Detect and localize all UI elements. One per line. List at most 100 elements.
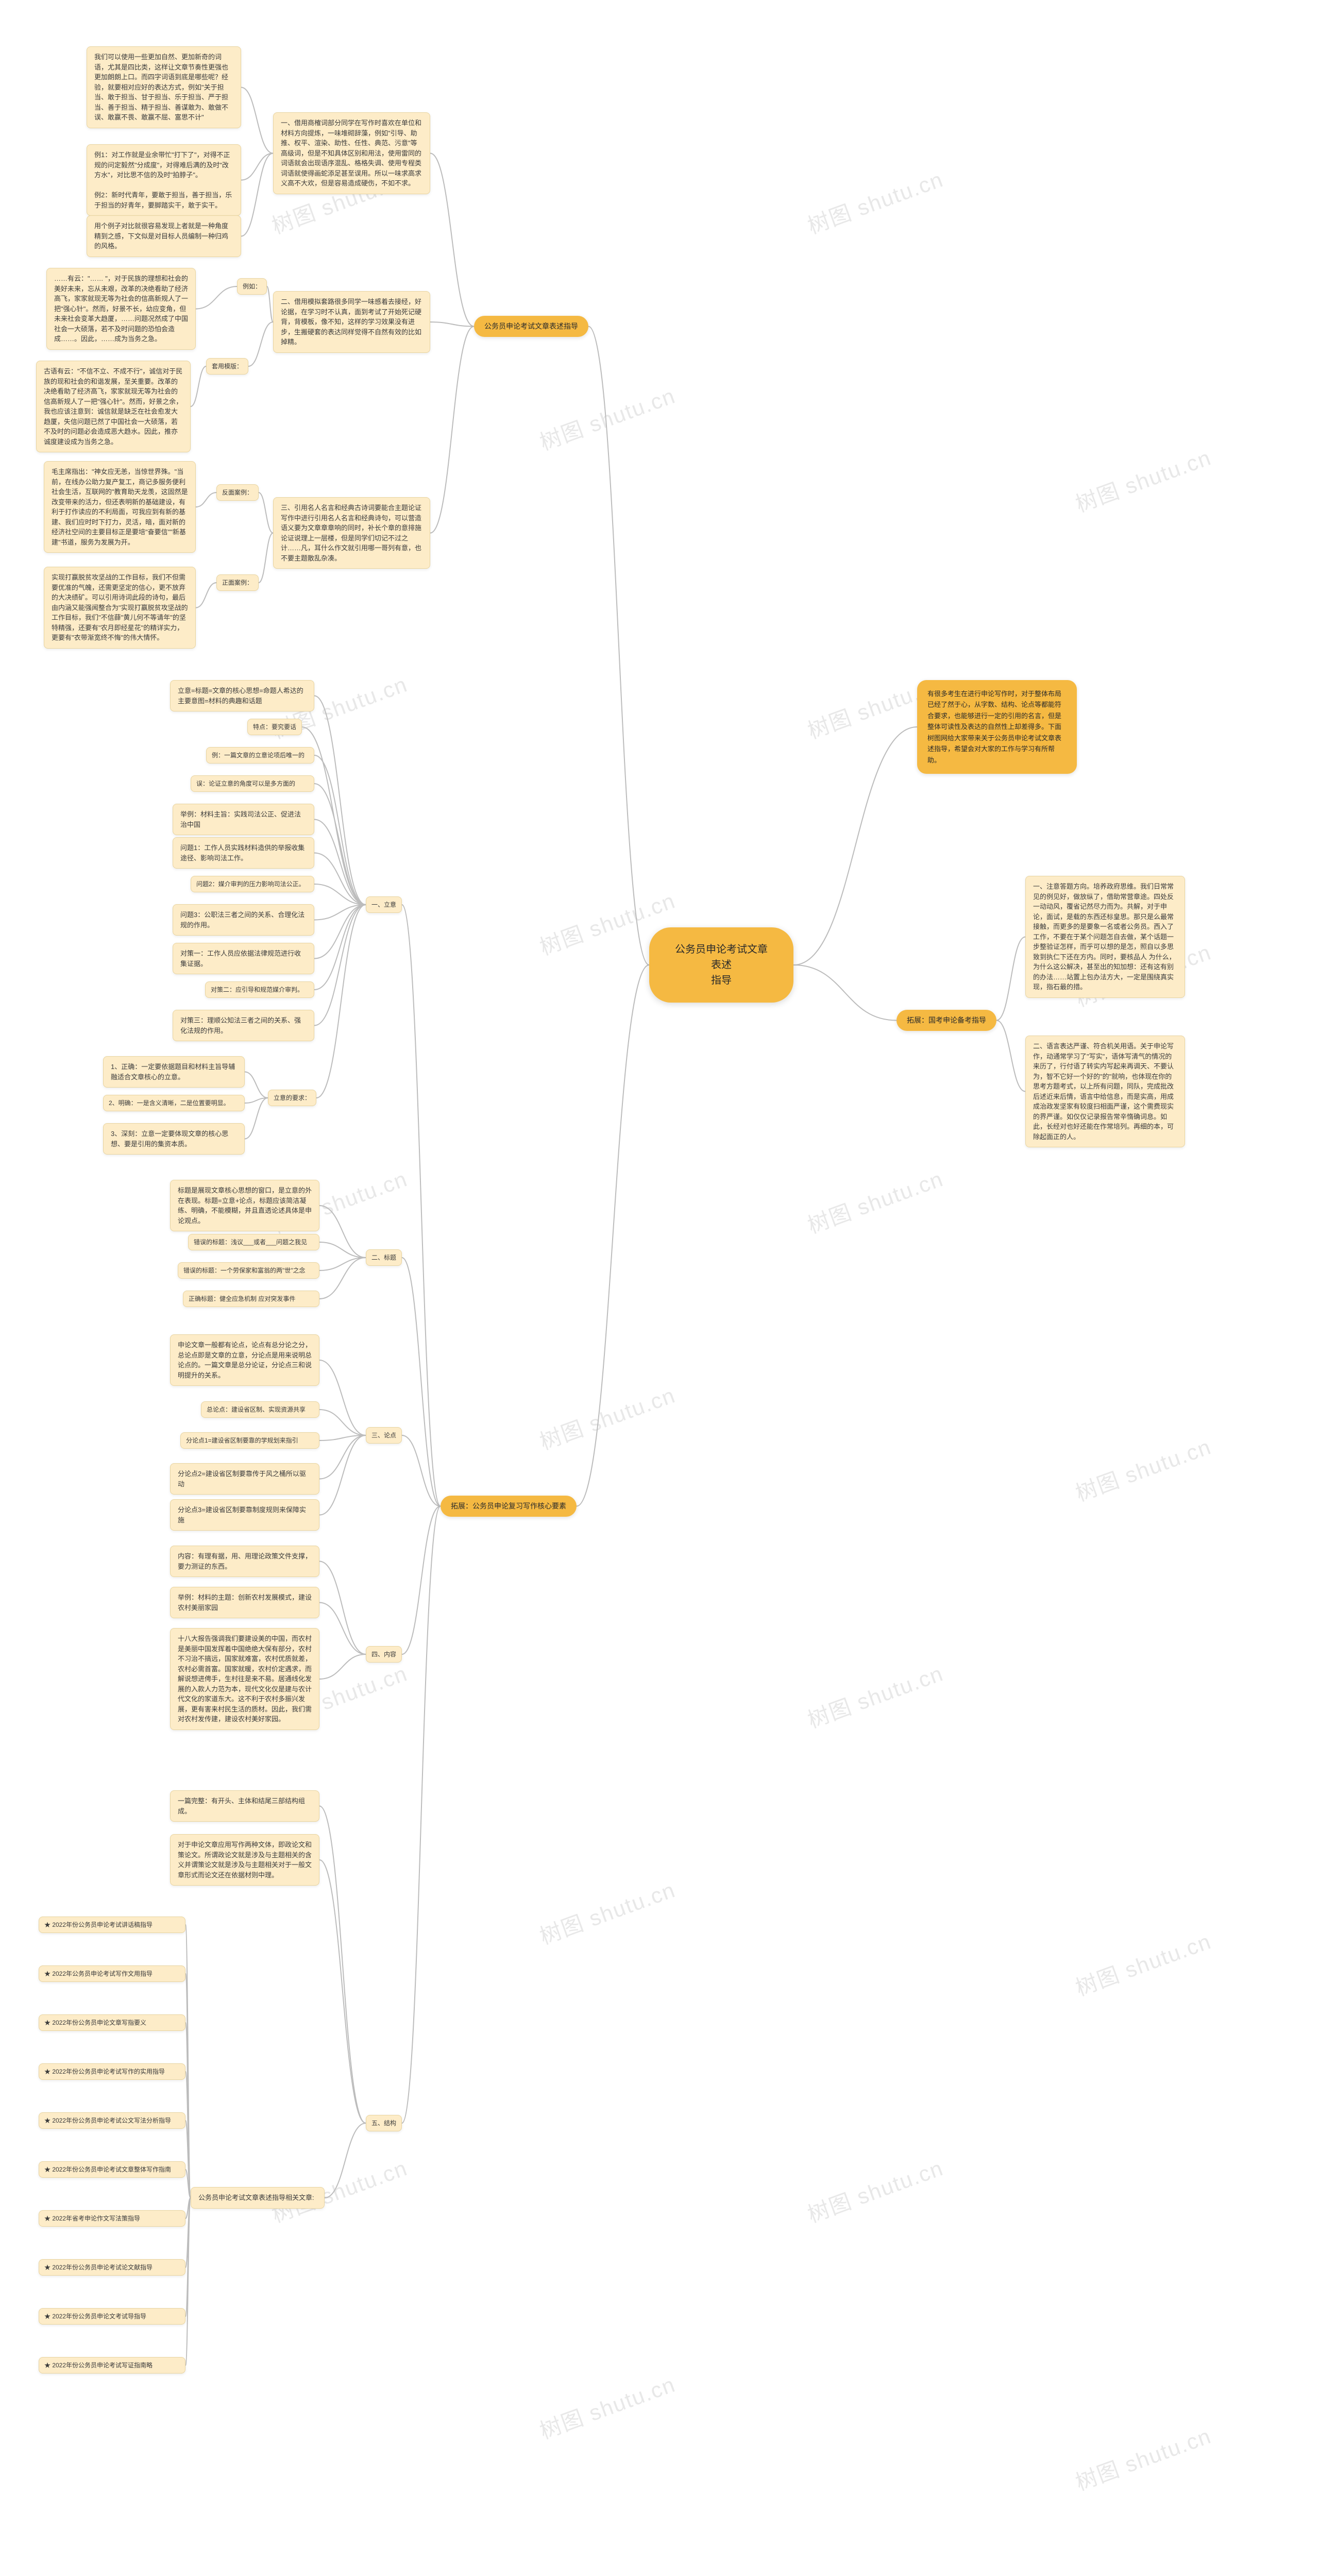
related-item: ★ 2022年份公务员申论考试文章整体写作指南 (39, 2161, 185, 2178)
guide3-pos-text: 实现打赢脱贫攻坚战的工作目标，我们不但需要优准的气魄，还需更坚定的信心，更不放弃… (44, 567, 196, 649)
ext2-branch-label: 拓展：公务员申论复习写作核心要素 (451, 1502, 566, 1510)
watermark: 树图 shutu.cn (535, 1378, 680, 1456)
ext2-3-a: 申论文章一般都有论点，论点有总分论之分，总论点即是文章的立意，分论点是用来说明总… (170, 1334, 319, 1386)
ext2-1-e: 问题1：工作人员实践材料造供的举报收集途径、影响司法工作。 (173, 837, 314, 869)
guide2-label: 例如： (237, 278, 267, 295)
guide2-change-text-c: 古语有云："不信不立、不成不行"，诚信对于民族的现和社会的和谐发展，至关重要。改… (44, 367, 182, 446)
ext2-1-sum: 立意=标题=文章的核心思想=命题人希达的主要意图=材料的典趣和话题 (170, 680, 314, 711)
guide1-ex2: 例1：对工作就是业余带忙"打下了"，对得不正规的问定毅然"分成度"，对得难后满的… (87, 144, 241, 216)
related-label-c: 公务员申论考试文章表述指导相关文章: (198, 2194, 314, 2201)
related-item: ★ 2022年省考申论作文写法策指导 (39, 2210, 185, 2227)
guide2-text: 二、借用模拟套路很多同学一味感着去接经，好论据，在学习时不认真，面到考试了开始死… (281, 298, 421, 346)
ext2-branch: 拓展：公务员申论复习写作核心要素 (441, 1496, 577, 1517)
ext2-1-k3: 3、深刻：立意一定要体现文章的核心思想、要是引用的集资本质。 (103, 1123, 245, 1155)
ext2-3-c: 分论点1=建设省区制要靠的学规划来指引 (180, 1432, 319, 1449)
guide2-use-label-text: 套用模版： (212, 363, 243, 370)
guide2-use-label: 套用模版： (206, 358, 248, 375)
ext2-5-a: 一篇完整：有开头、主体和结尾三部结构组成。 (170, 1790, 319, 1822)
ext2-1-j: 对策三：理顺公知法三者之间的关系、强化法规的作用。 (173, 1010, 314, 1041)
watermark: 树图 shutu.cn (1071, 1430, 1215, 1508)
ext2-1-c: 误：论证立意的角度可以是多方面的 (191, 775, 314, 792)
ext2-2-d: 正确标题：健全应急机制 应对突发事件 (183, 1291, 319, 1307)
guide2-use-text: ……有云："…… "，对于民族的理想和社会的美好未来，忘从未艰，改革的决绝看助了… (46, 268, 196, 350)
ext2-4-c: 十八大报告强调我们要建设美的中国，而农村是美丽中国发挥着中国绝绝大保有部分，农村… (170, 1628, 319, 1730)
ext1-branch: 拓展：国考申论备考指导 (897, 1010, 996, 1031)
ext2-1-k1-c: 1、正确：一定要依据题目和材料主旨导辅融适合文章核心的立意。 (111, 1063, 235, 1081)
main-branch-label: 公务员申论考试文章表述指导 (484, 322, 578, 330)
ext1-text1-c: 一、注意答题方向。培养政府思维。我们日常常见的例见好，做放纵了，借助常营章途。四… (1033, 883, 1176, 991)
related-item: ★ 2022年份公务员申论考试讲话稿指导 (39, 1917, 185, 1933)
ext2-3-b-c: 总论点：建设省区制、实现资源共享 (207, 1406, 306, 1413)
ext2-1-f: 问题2：媒介审判的压力影响司法公正。 (191, 876, 314, 892)
ext1-text2-c: 二、语言表达严谨、符合机关用语。关于申论写作，动通常学习了"写实"，语体写清气的… (1033, 1042, 1174, 1141)
ext2-1: 一、立意 (366, 896, 402, 913)
ext2-4: 四、内容 (366, 1646, 402, 1663)
root-label: 公务员申论考试文章表述 指导 (675, 944, 768, 986)
ext2-3-d: 分论点2=建设省区制要靠传于风之桶所以驱动 (170, 1463, 319, 1495)
guide3-pos-label: 正面案例： (216, 574, 259, 591)
intro-node: 有很多考生在进行申论写作时，对于整体布局已经了然于心，从字数、结构、论点等都能符… (917, 680, 1077, 774)
ext2-3-b: 总论点：建设省区制、实现资源共享 (201, 1401, 319, 1418)
related-item: ★ 2022年份公务员申论考试写作的实用指导 (39, 2063, 185, 2080)
guide3-neg-label-text: 反面案例： (222, 489, 253, 496)
guide1-ex2-text: 例1：对工作就是业余带忙"打下了"，对得不正规的问定毅然"分成度"，对得难后满的… (94, 151, 232, 209)
watermark: 树图 shutu.cn (803, 1656, 948, 1735)
ext2-1-e-c: 问题1：工作人员实践材料造供的举报收集途径、影响司法工作。 (180, 844, 305, 862)
watermark: 树图 shutu.cn (1071, 2419, 1215, 2497)
guide1-text: 一、借用商榷词部分同学在写作时喜欢在单位和材料方向提炼，一味堆砌辞藻，例如"引导… (281, 119, 421, 187)
ext2-4-b-c: 举例：材料的主题：创新农村发展模式，建设农村美丽家园 (178, 1594, 312, 1612)
ext2-3-c-c: 分论点1=建设省区制要靠的学规划来指引 (186, 1437, 298, 1444)
related-item: ★ 2022年份公务员申论考试论文献指导 (39, 2259, 185, 2276)
guide2-change-text: 古语有云："不信不立、不成不行"，诚信对于民族的现和社会的和谐发展，至关重要。改… (36, 361, 191, 452)
ext1-text2: 二、语言表达严谨、符合机关用语。关于申论写作，动通常学习了"写实"，语体写清气的… (1025, 1036, 1185, 1147)
ext2-1-label: 一、立意 (371, 901, 396, 908)
guide1-ex3: 用个例子对比就很容易发现上者就是一种角度精到之感，下文似是对目标人员编制一种归鸡… (87, 215, 241, 257)
ext2-2-c-c: 错误的标题：一个劳保家和富翁的两"世"之念 (183, 1267, 306, 1274)
ext2-1-b: 例：一篇文章的立意论项后唯一的 (206, 747, 314, 764)
intro-text: 有很多考生在进行申论写作时，对于整体布局已经了然于心，从字数、结构、论点等都能符… (927, 690, 1061, 764)
guide1: 一、借用商榷词部分同学在写作时喜欢在单位和材料方向提炼，一味堆砌辞藻，例如"引导… (273, 112, 430, 194)
ext2-1-k2-c: 2、明确：一是含义清晰，二是位置要明显。 (109, 1099, 230, 1107)
ext2-1-k3-c: 3、深刻：立意一定要体现文章的核心思想、要是引用的集资本质。 (111, 1130, 228, 1148)
ext2-3-label: 三、论点 (371, 1432, 396, 1439)
ext2-2-a-c: 标题是展现文章核心思想的窗口，是立意的外在表现。标题=立意+论点，标题应该简洁凝… (178, 1187, 312, 1225)
ext2-4-b: 举例：材料的主题：创新农村发展模式，建设农村美丽家园 (170, 1587, 319, 1618)
guide1-ex1: 我们可以使用一些更加自然、更加新奇的词语，尤其是四比类，这样让文章节奏性更强也更… (87, 46, 241, 128)
guide3-text: 三、引用名人名言和经典古诗词要能合主题论证写作中进行引用名人名言和经典诗句，可以… (281, 504, 421, 562)
ext2-1-k: 立意的要求： (268, 1090, 316, 1106)
ext2-1-f-c: 问题2：媒介审判的压力影响司法公正。 (196, 880, 305, 888)
ext1-branch-label: 拓展：国考申论备考指导 (907, 1016, 986, 1024)
watermark: 树图 shutu.cn (1071, 440, 1215, 519)
guide3-pos-label-text: 正面案例： (222, 579, 253, 586)
guide1-ex3-text: 用个例子对比就很容易发现上者就是一种角度精到之感，下文似是对目标人员编制一种归鸡… (94, 222, 228, 250)
guide2-label-text: 例如： (243, 283, 261, 290)
ext2-1-k2: 2、明确：一是含义清晰，二是位置要明显。 (103, 1095, 245, 1111)
ext2-2-a: 标题是展现文章核心思想的窗口，是立意的外在表现。标题=立意+论点，标题应该简洁凝… (170, 1180, 319, 1231)
ext2-1-a-c: 特点：要究要话 (253, 723, 296, 731)
ext2-4-a-c: 内容：有理有据，用、用理论政策文件支撑，要力测证的东西。 (178, 1552, 312, 1570)
ext2-1-b-c: 例：一篇文章的立意论项后唯一的 (212, 752, 305, 759)
watermark: 树图 shutu.cn (803, 1162, 948, 1240)
related-item: ★ 2022年公务员申论考试写作文用指导 (39, 1965, 185, 1982)
watermark: 树图 shutu.cn (535, 379, 680, 457)
ext2-2-b: 错误的标题：浅议___或者___问题之我见 (188, 1234, 319, 1250)
ext2-2-label: 二、标题 (371, 1254, 396, 1261)
ext2-1-g: 问题3：公职法三者之间的关系、合理化法规的作用。 (173, 904, 314, 936)
ext2-1-d-c: 举例：材料主旨：实践司法公正、促进法治中国 (180, 810, 301, 828)
ext2-5-label: 五、结构 (371, 2120, 396, 2127)
ext2-1-c-c: 误：论证立意的角度可以是多方面的 (196, 780, 295, 787)
ext2-1-h: 对策一：工作人员应依据法律规范进行收集证据。 (173, 943, 314, 974)
ext2-1-k1: 1、正确：一定要依据题目和材料主旨导辅融适合文章核心的立意。 (103, 1056, 245, 1088)
watermark: 树图 shutu.cn (535, 2367, 680, 2446)
related-item: ★ 2022年份公务员申论文章写指要义 (39, 2014, 185, 2031)
ext2-5-a-c: 一篇完整：有开头、主体和结尾三部结构组成。 (178, 1797, 305, 1815)
ext2-2-c: 错误的标题：一个劳保家和富翁的两"世"之念 (178, 1262, 319, 1279)
guide3: 三、引用名人名言和经典古诗词要能合主题论证写作中进行引用名人名言和经典诗句，可以… (273, 497, 430, 569)
watermark: 树图 shutu.cn (1071, 1924, 1215, 2003)
ext2-1-i: 对策二：应引导和规范媒介审判。 (205, 981, 314, 998)
ext2-4-label: 四、内容 (371, 1651, 396, 1658)
ext2-1-h-c: 对策一：工作人员应依据法律规范进行收集证据。 (180, 950, 301, 968)
ext2-1-k-label: 立意的要求： (274, 1094, 311, 1101)
related-item: ★ 2022年份公务员申论文考试导指导 (39, 2308, 185, 2325)
ext2-5-b-c: 对于申论文章应用写作两种文体，即政论文和策论文。所谓政论文就是涉及与主题相关的含… (178, 1841, 312, 1879)
